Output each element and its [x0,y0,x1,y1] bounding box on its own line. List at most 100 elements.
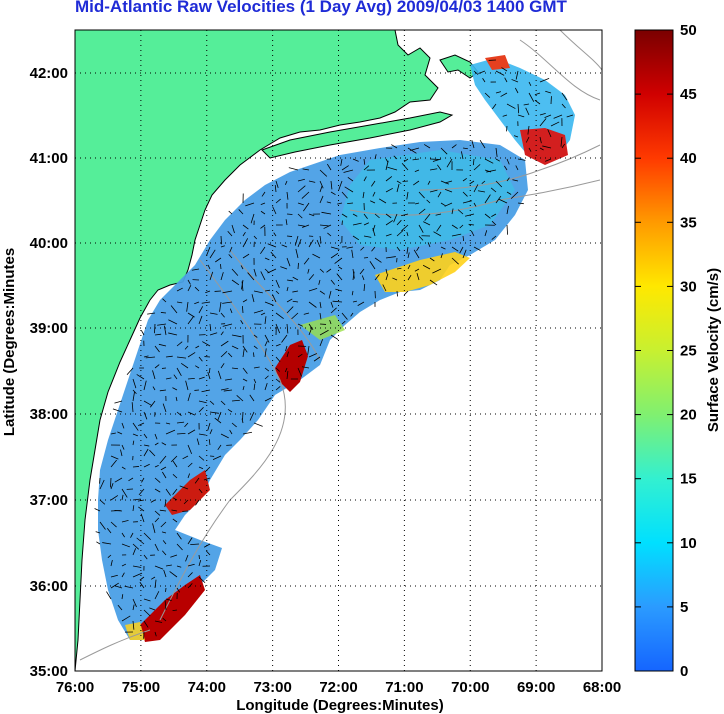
velocity-vector [136,537,145,545]
velocity-vector [406,246,409,254]
velocity-vector [143,355,149,358]
velocity-vector [110,455,119,460]
velocity-vector [114,510,123,512]
velocity-vector [295,248,299,259]
velocity-vector [195,499,200,506]
velocity-vector [207,422,211,431]
velocity-vector [121,422,125,429]
velocity-vector [161,531,167,534]
velocity-vector [132,505,135,512]
velocity-vector [343,169,354,173]
velocity-vector [332,300,343,303]
velocity-vector [462,147,468,150]
velocity-vector [374,213,380,219]
velocity-vector [154,517,160,523]
velocity-vector [363,222,370,226]
velocity-vector [171,509,178,512]
velocity-vector [440,246,446,250]
velocity-vector [418,224,424,233]
velocity-vector [187,462,193,468]
velocity-vector [547,129,552,138]
velocity-vector [253,422,263,427]
x-axis-ticks: 76:00 75:00 74:00 73:00 72:00 71:00 70:00 69:00… [56,679,621,696]
velocity-vector [201,301,211,304]
velocity-vector [308,301,317,308]
velocity-vector [264,375,269,380]
velocity-vector [132,378,137,389]
velocity-vector [319,180,324,189]
velocity-vector [545,90,552,94]
velocity-vector [273,232,277,237]
velocity-vector [242,385,245,391]
velocity-vector [176,411,182,417]
velocity-vector [168,319,178,325]
velocity-vector [286,298,293,303]
y-tick-label: 37:00 [30,492,68,509]
velocity-vector [209,249,216,259]
velocity-vector [165,598,172,601]
velocity-vector [330,334,339,340]
velocity-vector [414,169,420,173]
velocity-vector [403,158,409,162]
velocity-vector [514,87,519,94]
velocity-vector [217,370,222,380]
velocity-edge-east-2 [300,315,345,340]
velocity-vector [198,559,202,567]
velocity-vector [173,374,178,380]
velocity-vector [183,499,189,505]
velocity-vector [242,224,249,230]
velocity-vector [132,422,139,431]
velocity-vector [172,497,178,501]
velocity-vector [323,224,332,229]
velocity-vector [220,235,222,245]
x-tick-label: 70:00 [451,679,489,696]
velocity-vector [374,257,382,263]
velocity-vector [477,190,486,193]
velocity-vector [274,185,277,193]
velocity-vector [319,195,324,204]
velocity-vector [121,520,129,523]
velocity-vector [187,444,193,455]
velocity-vector [170,305,178,314]
velocity-vector [319,169,328,177]
velocity-vector [176,301,183,304]
velocity-vector [329,319,332,325]
velocity-vector [396,183,400,193]
velocity-vector [176,421,185,424]
velocity-vector [391,144,398,149]
y-axis-ticks: 42:00 41:00 40:00 39:00 38:00 37:00 36:00 35:00 [30,65,68,680]
velocity-vector [165,564,172,567]
velocity-vector [471,140,475,149]
velocity-vector [117,431,123,435]
velocity-vector [284,180,288,185]
velocity-vector [187,537,193,545]
velocity-vector [143,598,151,602]
velocity-vector [473,246,481,251]
velocity-vector [184,422,189,428]
velocity-vector [154,579,157,589]
velocity-vector [319,268,325,273]
velocity-vector [110,432,116,435]
velocity-vector [121,532,125,538]
velocity-vector [321,211,332,215]
velocity-vector [139,576,145,581]
velocity-vector [341,165,349,171]
velocity-vector [190,543,200,545]
velocity-vector [240,265,244,270]
velocity-vector [330,180,333,190]
velocity-vector [180,363,189,369]
velocity-vector [253,378,257,384]
velocity-vector [418,208,426,215]
velocity-vector [120,449,123,457]
velocity-vector [534,92,541,96]
velocity-vector [264,340,268,347]
velocity-vector [249,394,255,402]
velocity-vector [143,411,148,420]
velocity-vector [138,506,145,512]
velocity-vector [132,466,140,468]
velocity-vector [473,164,481,171]
velocity-vector [410,147,420,151]
velocity-vector [515,165,519,171]
velocity-vector [495,147,498,157]
